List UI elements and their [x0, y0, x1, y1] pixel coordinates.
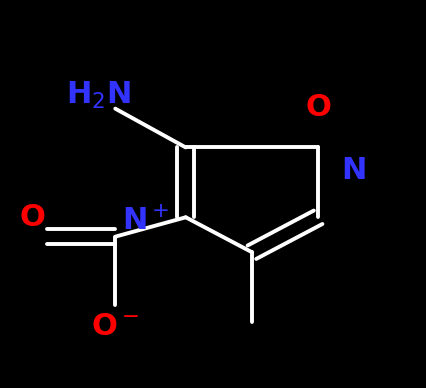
Text: O$^-$: O$^-$: [91, 312, 139, 341]
Text: N$^+$: N$^+$: [121, 206, 169, 236]
Text: O: O: [305, 93, 330, 122]
Text: H$_2$N: H$_2$N: [66, 80, 130, 111]
Text: O: O: [19, 203, 45, 232]
Text: N: N: [341, 156, 366, 185]
